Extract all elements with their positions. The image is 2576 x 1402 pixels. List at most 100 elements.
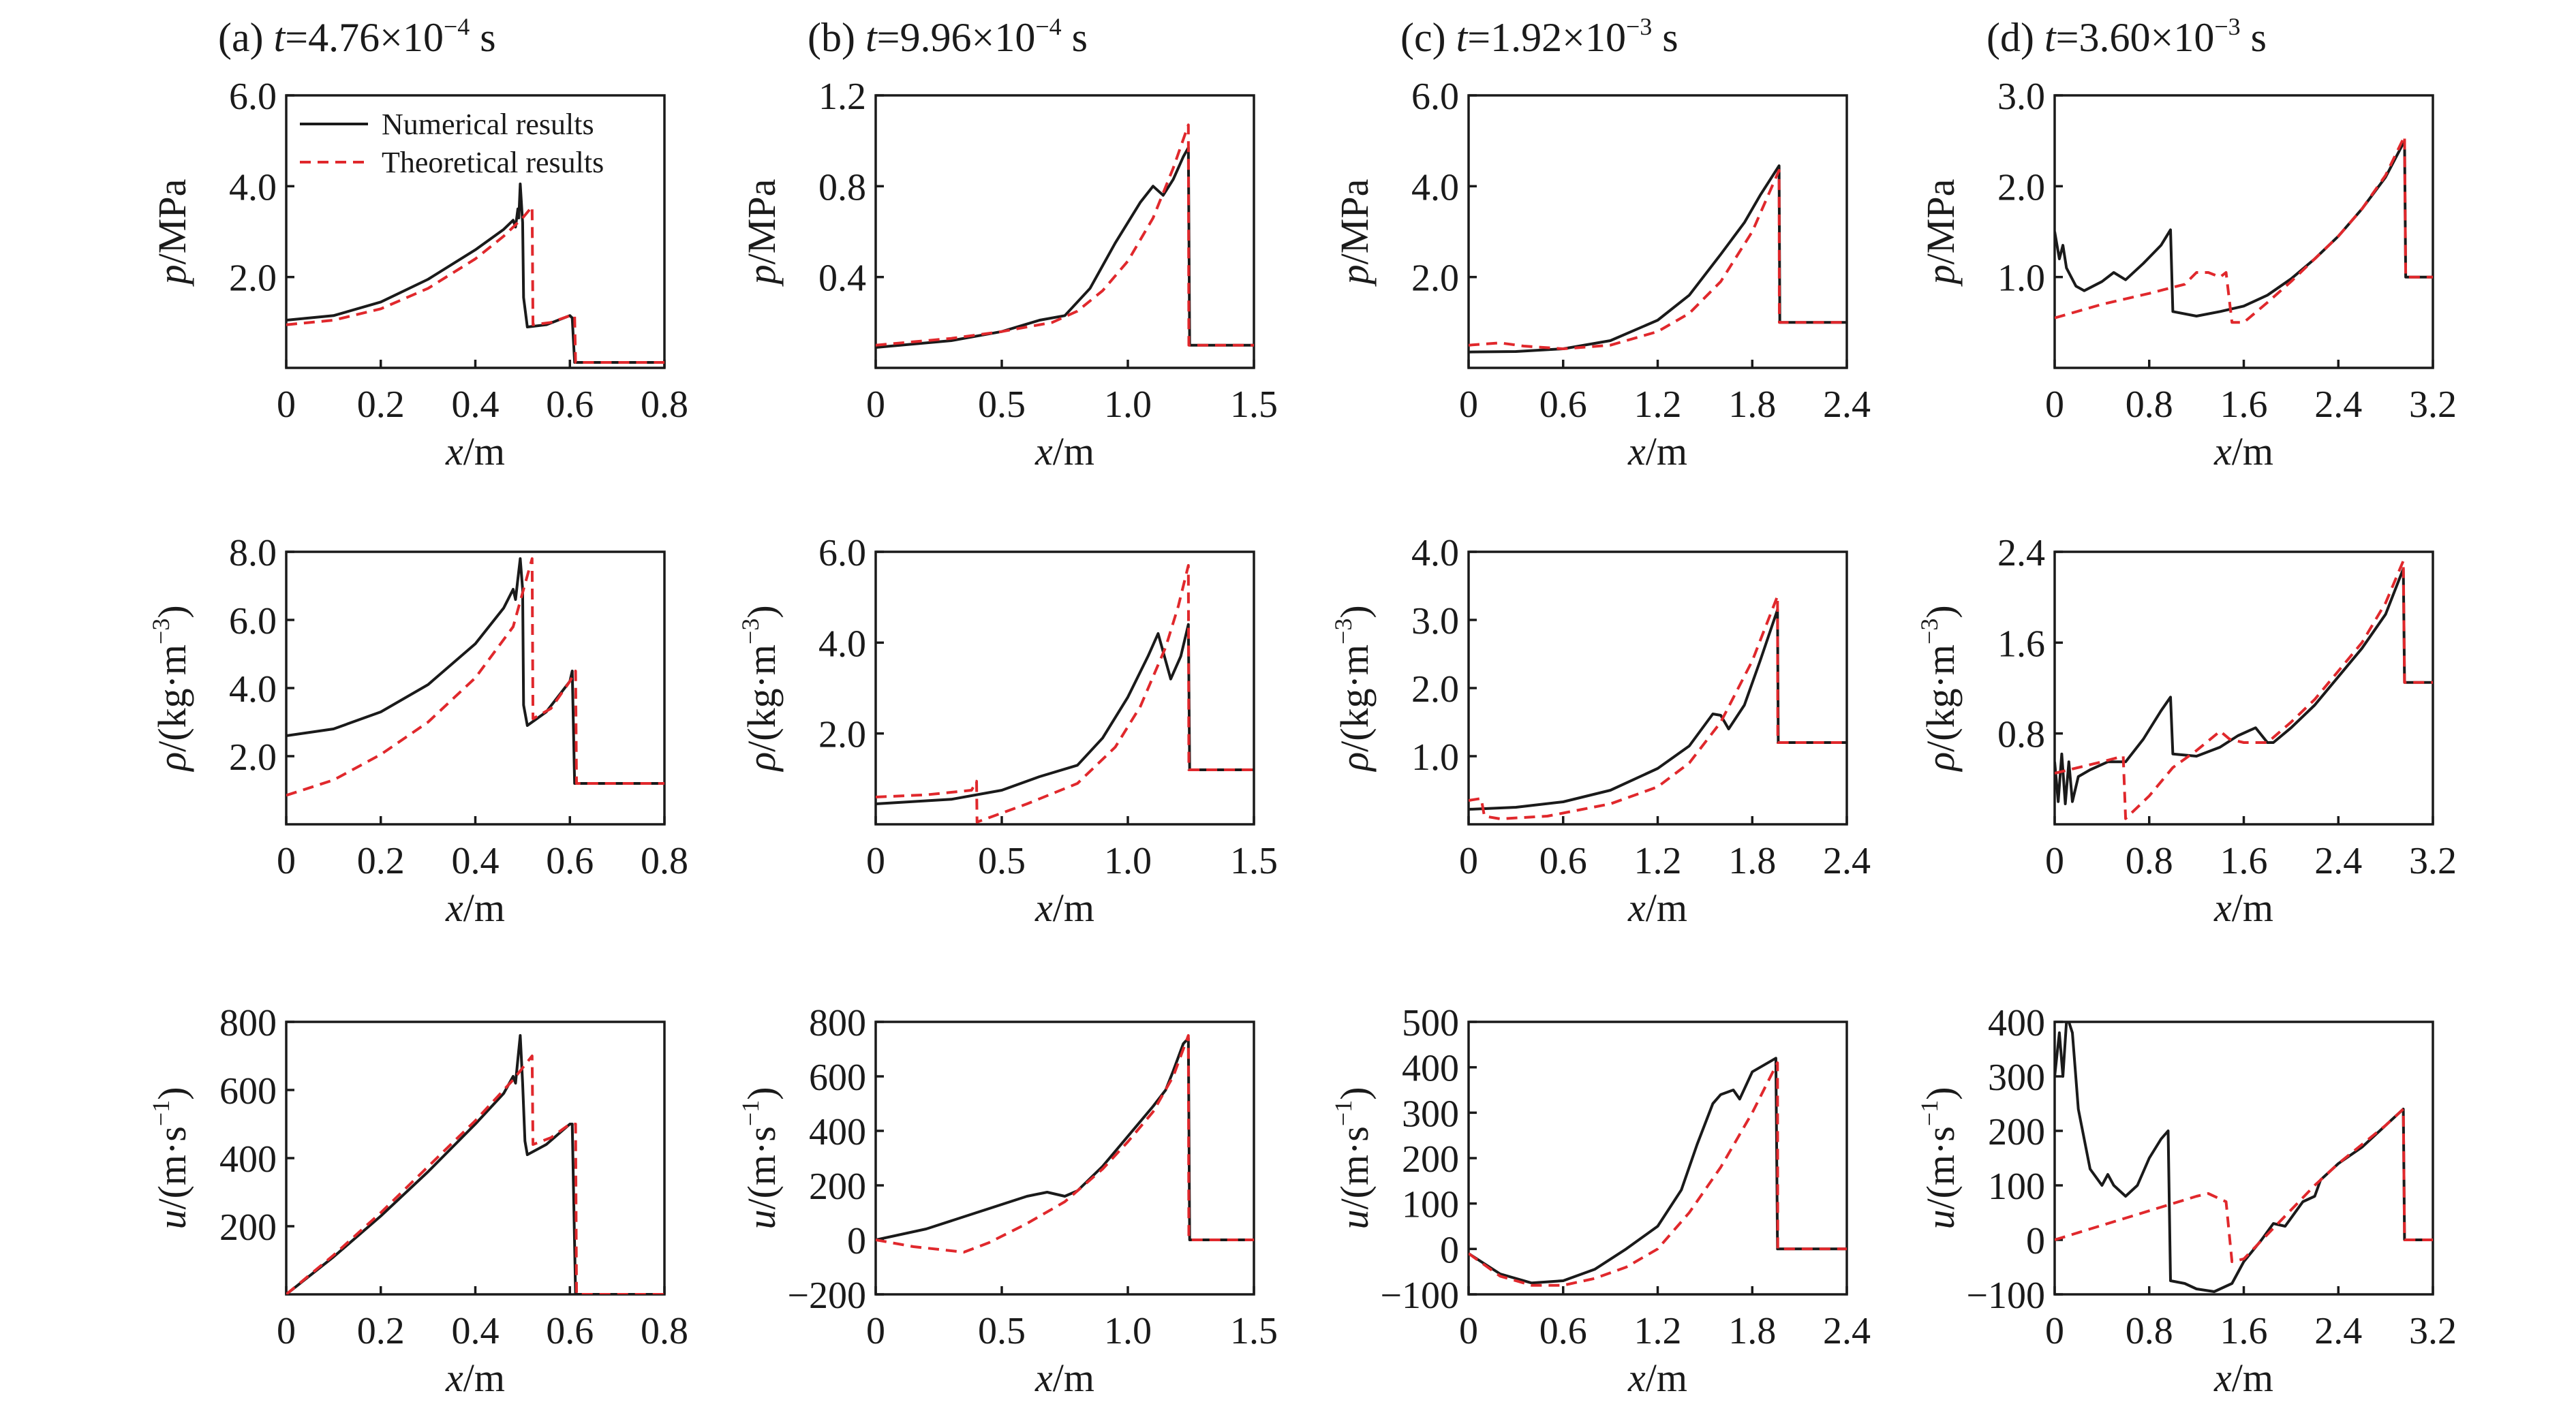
x-axis-label: x/m xyxy=(2213,886,2273,930)
x-tick-label: 0 xyxy=(1459,840,1478,882)
x-tick-label: 0.4 xyxy=(452,840,500,882)
x-tick-label: 2.4 xyxy=(1823,384,1871,426)
numerical-series-line xyxy=(2055,1022,2433,1293)
x-tick-label: 0 xyxy=(2045,840,2064,882)
y-tick-label: 4.0 xyxy=(229,166,277,208)
x-tick-label: 1.2 xyxy=(1634,1310,1682,1352)
x-tick-label: 1.0 xyxy=(1104,840,1152,882)
y-tick-label: 2.0 xyxy=(818,714,866,756)
x-tick-label: 0 xyxy=(866,1310,885,1352)
italic-symbol: t xyxy=(2044,15,2057,60)
x-tick-label: 0.8 xyxy=(2126,384,2173,426)
x-tick-label: 0.6 xyxy=(546,1310,594,1352)
y-tick-label: 6.0 xyxy=(1411,76,1459,118)
y-tick-label: −100 xyxy=(1380,1275,1459,1317)
x-tick-label: 0.5 xyxy=(978,1310,1026,1352)
italic-symbol: u xyxy=(1918,1210,1963,1230)
label-text: /m xyxy=(2232,886,2273,930)
x-tick-label: 1.6 xyxy=(2220,384,2268,426)
y-tick-label: 2.0 xyxy=(229,258,277,300)
label-text: /(kg·m xyxy=(150,644,194,752)
theoretical-series-line xyxy=(1469,1061,1847,1287)
y-tick-label: 2.0 xyxy=(229,736,277,779)
y-tick-label: 0.4 xyxy=(818,258,866,300)
x-tick-label: 0 xyxy=(866,840,885,882)
label-text: (d) xyxy=(1987,15,2044,60)
italic-symbol: ρ xyxy=(739,752,784,773)
label-text: ) xyxy=(1332,1087,1377,1100)
label-text: /m xyxy=(463,429,505,473)
label-text: =4.76×10 xyxy=(285,15,444,60)
x-tick-label: 0.8 xyxy=(641,840,688,882)
italic-symbol: ρ xyxy=(1918,752,1963,773)
x-tick-label: 0 xyxy=(277,1310,296,1352)
x-tick-label: 2.4 xyxy=(2314,1310,2362,1352)
y-tick-label: 4.0 xyxy=(1411,532,1459,574)
x-tick-label: 1.0 xyxy=(1104,384,1152,426)
axes-frame xyxy=(2053,1021,2434,1296)
x-tick-label: 1.5 xyxy=(1230,384,1278,426)
x-tick-label: 0.2 xyxy=(357,840,405,882)
x-tick-label: 1.8 xyxy=(1728,1310,1776,1352)
italic-symbol: u xyxy=(150,1210,194,1230)
italic-symbol: x xyxy=(2213,1356,2232,1400)
superscript-text: −3 xyxy=(737,619,764,644)
label-text: /MPa xyxy=(739,179,784,265)
x-tick-label: 0.8 xyxy=(641,384,688,426)
label-text: ) xyxy=(1332,605,1377,618)
x-tick-label: 1.5 xyxy=(1230,840,1278,882)
y-tick-label: 400 xyxy=(1402,1048,1459,1090)
italic-symbol: p xyxy=(1332,264,1377,287)
label-text: (c) xyxy=(1400,15,1456,60)
y-tick-label: 200 xyxy=(1988,1111,2045,1153)
italic-symbol: x xyxy=(2213,429,2232,473)
x-tick-label: 0 xyxy=(277,840,296,882)
x-tick-label: 0.6 xyxy=(1539,384,1587,426)
x-tick-label: 0.2 xyxy=(357,384,405,426)
italic-symbol: p xyxy=(150,264,194,287)
x-tick-label: 0.5 xyxy=(978,384,1026,426)
x-tick-label: 0.4 xyxy=(452,1310,500,1352)
superscript-text: −4 xyxy=(444,13,470,40)
x-tick-label: 0.6 xyxy=(546,384,594,426)
italic-symbol: ρ xyxy=(150,752,194,773)
y-axis-label: ρ/(kg·m−3) xyxy=(737,605,784,772)
italic-symbol: t xyxy=(865,15,878,60)
y-tick-label: 200 xyxy=(809,1166,866,1208)
x-tick-label: 1.2 xyxy=(1634,840,1682,882)
x-tick-label: 3.2 xyxy=(2409,384,2457,426)
label-text: /MPa xyxy=(1918,179,1963,265)
label-text: =3.60×10 xyxy=(2056,15,2215,60)
theoretical-series-line xyxy=(286,557,664,797)
y-tick-label: 6.0 xyxy=(229,76,277,118)
subplot-r2-c0: 0 0.2 0.4 0.6 0.8 x/m 200 400 600 800 u/(m·s−1) xyxy=(147,1002,688,1400)
subplot-r1-c2: 0 0.6 1.2 1.8 2.4 x/m 1.0 2.0 3.0 4.0 ρ/(kg·m−3) xyxy=(1330,532,1871,930)
y-tick-label: 1.2 xyxy=(818,76,866,118)
panel-title: (d) t=3.60×10−3 s xyxy=(1987,13,2267,60)
y-tick-label: 100 xyxy=(1402,1184,1459,1226)
x-tick-label: 0 xyxy=(866,384,885,426)
x-tick-label: 0 xyxy=(1459,384,1478,426)
x-tick-label: 2.4 xyxy=(2314,384,2362,426)
x-axis-label: x/m xyxy=(445,429,505,473)
axes-frame xyxy=(2053,550,2434,826)
italic-symbol: p xyxy=(1918,264,1963,287)
panel-title: (a) t=4.76×10−4 s xyxy=(218,13,496,60)
x-tick-label: 0 xyxy=(2045,384,2064,426)
x-axis-label: x/m xyxy=(445,886,505,930)
x-tick-label: 0.6 xyxy=(1539,840,1587,882)
label-text: /m xyxy=(1646,1356,1687,1400)
x-tick-label: 0 xyxy=(277,384,296,426)
x-tick-label: 1.0 xyxy=(1104,1310,1152,1352)
numerical-series-line xyxy=(1469,608,1847,811)
superscript-text: −1 xyxy=(737,1100,764,1126)
label-text: s xyxy=(1062,15,1088,60)
y-tick-label: 400 xyxy=(219,1138,277,1181)
y-tick-label: 3.0 xyxy=(1411,600,1459,642)
y-tick-label: 1.0 xyxy=(1997,258,2045,300)
subplot-r1-c1: 0 0.5 1.0 1.5 x/m 2.0 4.0 6.0 ρ/(kg·m−3) xyxy=(737,532,1278,930)
y-tick-label: 0 xyxy=(847,1220,866,1262)
label-text: /(m·s xyxy=(739,1126,784,1209)
x-axis-label: x/m xyxy=(445,1356,505,1400)
axes-frame xyxy=(285,1021,666,1296)
